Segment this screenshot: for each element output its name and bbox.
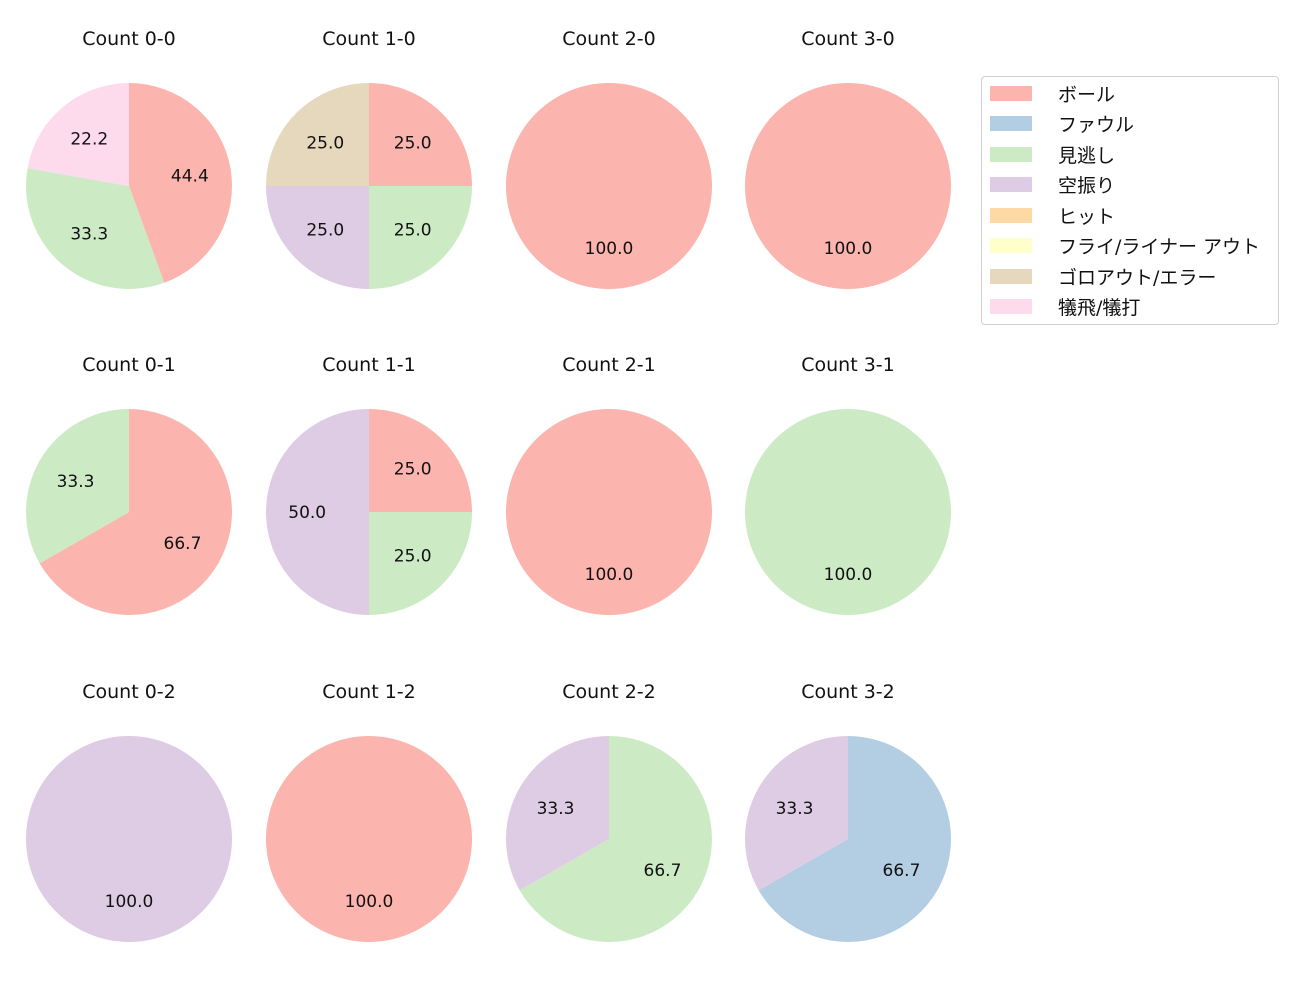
slice-value-label: 25.0 (394, 547, 432, 567)
pie-chart: Count 2-0 100.0 (489, 12, 729, 332)
pie-chart: Count 3-0 100.0 (728, 12, 968, 332)
legend-item: ゴロアウト/エラー (990, 264, 1217, 289)
pie-title: Count 1-1 (322, 354, 416, 376)
legend-label: 犠飛/犠打 (1058, 297, 1141, 319)
slice-value-label: 100.0 (105, 892, 154, 912)
pie-chart: Count 3-2 66.7 33.3 (728, 665, 968, 985)
slice-value-label: 22.2 (70, 130, 108, 150)
pie-chart: Count 2-2 66.7 33.3 (489, 665, 729, 985)
legend-label: 見逃し (1058, 144, 1116, 167)
pie-title: Count 2-2 (562, 681, 656, 703)
slice-value-label: 66.7 (164, 534, 202, 554)
legend-swatch (990, 238, 1032, 253)
pie-slice (266, 736, 472, 942)
legend-item: 犠飛/犠打 (990, 295, 1140, 319)
legend-swatch (990, 146, 1032, 162)
slice-value-label: 66.7 (644, 861, 682, 881)
pie-slice (519, 736, 712, 942)
pie-title: Count 0-1 (82, 354, 176, 376)
pie-title: Count 3-1 (801, 354, 895, 376)
pie-slice (266, 186, 369, 289)
pie-title: Count 0-2 (82, 681, 176, 703)
pie-title: Count 1-2 (322, 681, 416, 703)
legend-swatch (990, 85, 1032, 101)
slice-value-label: 33.3 (57, 472, 95, 492)
pie-slice (26, 736, 232, 942)
slice-value-label: 100.0 (585, 565, 634, 585)
pie-chart: Count 0-0 44.4 33.3 22.2 (9, 12, 249, 332)
slice-value-label: 50.0 (288, 503, 326, 523)
pie-slice (758, 736, 951, 942)
legend-item: 見逃し (990, 142, 1116, 167)
slice-value-label: 100.0 (824, 565, 873, 585)
slice-value-label: 100.0 (824, 239, 873, 259)
pie-title: Count 3-2 (801, 681, 895, 703)
legend-item: ボール (990, 81, 1116, 106)
pie-slice (745, 409, 951, 615)
slice-value-label: 66.7 (883, 861, 921, 881)
pie-slice (506, 83, 712, 289)
pie-slice (369, 83, 472, 186)
legend-item: ファウル (990, 112, 1134, 136)
pie-slice (266, 83, 369, 186)
pie-slice (25, 409, 129, 564)
pie-chart: Count 0-1 66.7 33.3 (9, 338, 249, 658)
legend-label: フライ/ライナー アウト (1058, 236, 1261, 258)
pie-title: Count 2-1 (562, 354, 656, 376)
pie-title: Count 2-0 (562, 28, 656, 50)
pie-title: Count 1-0 (322, 28, 416, 50)
pie-chart: Count 1-0 25.0 25.0 25.0 25.0 (249, 12, 489, 332)
slice-value-label: 25.0 (394, 221, 432, 241)
pie-chart: Count 0-2 100.0 (9, 665, 249, 985)
legend-label: ボール (1058, 83, 1116, 106)
slice-value-label: 100.0 (585, 239, 634, 259)
pie-chart: Count 1-1 25.0 25.0 50.0 (249, 338, 489, 658)
pie-slice (506, 409, 712, 615)
pie-slice (745, 736, 848, 891)
pie-slice (745, 83, 951, 289)
pie-slice (506, 736, 609, 891)
pie-slice (129, 83, 232, 283)
legend-label: 空振り (1058, 175, 1116, 197)
legend-item: 空振り (990, 173, 1115, 197)
slice-value-label: 100.0 (345, 892, 394, 912)
pie-slice (369, 409, 472, 512)
slice-value-label: 25.0 (306, 221, 344, 241)
pie-slice (369, 186, 472, 289)
pie-chart: Count 3-1 100.0 (728, 338, 968, 658)
pie-title: Count 0-0 (82, 28, 176, 50)
pie-slice (266, 409, 369, 615)
legend-label: ゴロアウト/エラー (1058, 266, 1217, 289)
legend-label: ヒット (1058, 205, 1116, 228)
pie-title: Count 3-0 (801, 28, 895, 50)
pie-slice (39, 409, 232, 615)
legend-item: フライ/ライナー アウト (990, 234, 1260, 258)
slice-value-label: 44.4 (171, 166, 209, 186)
pie-slice (27, 82, 129, 186)
legend-label: ファウル (1058, 114, 1135, 136)
legend-swatch (990, 268, 1032, 284)
slice-value-label: 33.3 (776, 799, 814, 819)
slice-value-label: 25.0 (394, 459, 432, 479)
pie-slice (26, 168, 165, 289)
pie-chart: Count 2-1 100.0 (489, 338, 729, 658)
legend-swatch (990, 299, 1032, 314)
legend-swatch (990, 207, 1032, 223)
pie-chart: Count 1-2 100.0 (249, 665, 489, 985)
legend-swatch (990, 177, 1032, 192)
slice-value-label: 33.3 (537, 799, 575, 819)
legend-swatch (990, 116, 1032, 131)
slice-value-label: 33.3 (70, 224, 108, 244)
slice-value-label: 25.0 (306, 133, 344, 153)
legend: ボールファウル見逃し空振りヒットフライ/ライナー アウト ゴロアウト/エラー 犠飛/… (981, 76, 1279, 325)
legend-item: ヒット (990, 203, 1116, 228)
slice-value-label: 25.0 (394, 133, 432, 153)
pie-slice (369, 512, 472, 615)
